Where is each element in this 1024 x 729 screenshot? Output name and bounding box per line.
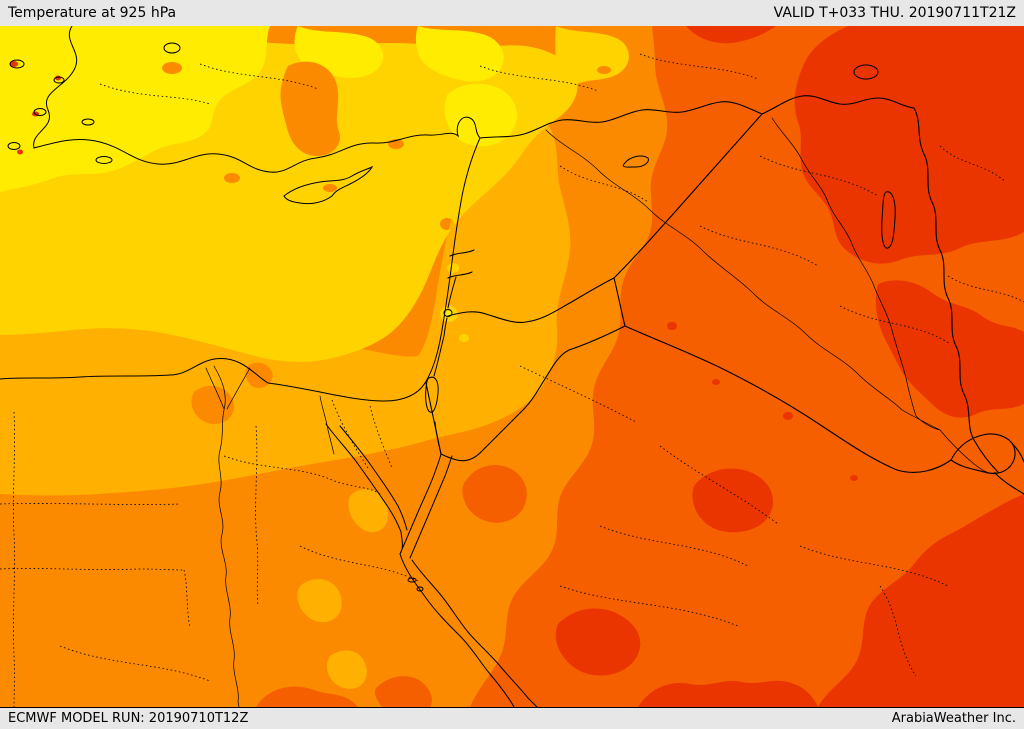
temp-region-red <box>10 26 1024 707</box>
rivers <box>205 117 997 707</box>
country-border-layer <box>425 95 1024 495</box>
temperature-map <box>0 26 1024 707</box>
river-layer <box>205 117 997 707</box>
country-borders <box>425 95 1024 495</box>
credit-label: ArabiaWeather Inc. <box>891 711 1016 726</box>
map-title: Temperature at 925 hPa <box>8 5 177 21</box>
temperature-fill-layer <box>0 26 1024 707</box>
model-run-label: ECMWF MODEL RUN: 20190710T12Z <box>8 711 249 726</box>
temp-region-orange-patches <box>162 61 611 425</box>
valid-time-label: VALID T+033 THU. 20190711T21Z <box>773 5 1016 21</box>
temp-region-amber <box>0 108 571 689</box>
map-area <box>0 26 1024 707</box>
temp-region-bright-yellow <box>0 26 517 318</box>
admin-boundary-layer <box>0 53 1024 707</box>
header-bar: Temperature at 925 hPa VALID T+033 THU. … <box>0 0 1024 26</box>
admin-boundaries <box>0 53 1024 707</box>
footer-bar: ECMWF MODEL RUN: 20190710T12Z ArabiaWeat… <box>0 707 1024 729</box>
